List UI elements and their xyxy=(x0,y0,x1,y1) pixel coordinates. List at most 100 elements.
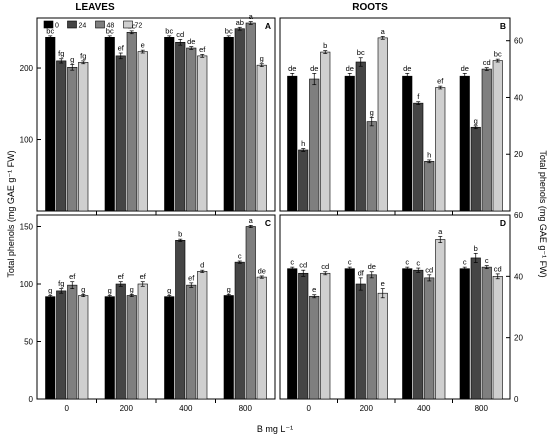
bar xyxy=(137,51,148,212)
bar xyxy=(377,37,388,212)
bar xyxy=(45,296,56,400)
significance-letter: cd xyxy=(299,261,307,270)
bar xyxy=(402,268,413,400)
bar xyxy=(377,292,388,400)
y-tick-label: 60 xyxy=(514,211,523,220)
legend-label: 72 xyxy=(135,23,143,30)
panel-label: B xyxy=(500,21,506,31)
legend-label: 0 xyxy=(55,23,59,30)
x-tick-label: 400 xyxy=(179,404,193,413)
significance-letter: bc xyxy=(46,26,54,35)
bar xyxy=(126,295,137,400)
bar xyxy=(320,272,331,400)
bar xyxy=(366,121,377,212)
x-tick-label: 800 xyxy=(239,404,253,413)
significance-letter: c xyxy=(238,252,242,261)
y-tick-label: 0 xyxy=(514,395,519,404)
significance-letter: g xyxy=(81,285,85,294)
bar xyxy=(481,266,492,400)
legend-label: 48 xyxy=(107,23,115,30)
significance-letter: bc xyxy=(106,26,114,35)
x-tick-label: 0 xyxy=(65,404,70,413)
significance-letter: fg xyxy=(58,49,64,58)
bar xyxy=(45,36,56,212)
bar xyxy=(492,60,503,212)
x-tick-label: 200 xyxy=(120,404,134,413)
bar xyxy=(481,68,492,212)
significance-letter: h xyxy=(427,150,431,159)
bar xyxy=(435,87,446,212)
significance-letter: b xyxy=(323,41,327,50)
legend-swatch xyxy=(43,20,54,29)
significance-letter: ab xyxy=(236,18,244,27)
significance-letter: cd xyxy=(321,262,329,271)
bar xyxy=(186,284,197,400)
legend-swatch xyxy=(95,20,105,29)
bar xyxy=(104,296,115,400)
bar xyxy=(78,295,89,400)
bar xyxy=(320,51,331,212)
y-axis-label-right: Total phenols (mg GAE g⁻¹ FW) xyxy=(538,150,548,277)
bar xyxy=(56,60,67,212)
significance-letter: c xyxy=(416,259,420,268)
y-tick-label: 20 xyxy=(514,334,523,343)
bar xyxy=(126,31,137,212)
significance-letter: b xyxy=(474,244,478,253)
legend-swatch xyxy=(123,20,133,29)
significance-letter: g xyxy=(167,286,171,295)
bar xyxy=(298,149,309,212)
significance-letter: bc xyxy=(165,26,173,35)
bar xyxy=(223,295,234,400)
y-tick-label: 100 xyxy=(20,136,34,145)
bar xyxy=(424,161,435,212)
bar xyxy=(115,55,126,212)
bar xyxy=(175,42,186,212)
significance-letter: e xyxy=(141,41,145,50)
significance-letter: cd xyxy=(176,30,184,39)
significance-letter: fg xyxy=(58,279,64,288)
bar xyxy=(67,67,78,212)
bar xyxy=(234,261,245,400)
significance-letter: g xyxy=(474,116,478,125)
significance-letter: c xyxy=(348,258,352,267)
bar xyxy=(164,36,175,212)
significance-letter: g xyxy=(108,286,112,295)
panel-a: 100200bcfggfgbcefbcebccddeefbcabagA xyxy=(20,12,276,215)
panels: 100200bcfggfgbcefbcebccddeefbcabagA20406… xyxy=(20,12,524,413)
panel-label: A xyxy=(265,21,271,31)
significance-letter: ef xyxy=(140,272,147,281)
bar xyxy=(186,47,197,212)
bar xyxy=(492,276,503,400)
significance-letter: de xyxy=(288,64,296,73)
bar xyxy=(245,22,256,212)
legend: 0 24 48 72 xyxy=(43,20,143,30)
significance-letter: de xyxy=(368,262,376,271)
panel-c: 0501001500gfgefg200gefgef400gbefd800gcad… xyxy=(20,214,276,413)
significance-letter: df xyxy=(358,268,365,277)
significance-letter: c xyxy=(405,258,409,267)
bar xyxy=(287,268,298,400)
y-tick-label: 150 xyxy=(20,223,34,232)
bar xyxy=(223,36,234,212)
significance-letter: a xyxy=(438,227,443,236)
significance-letter: de xyxy=(346,64,354,73)
bar xyxy=(298,272,309,400)
significance-letter: fg xyxy=(80,51,86,60)
significance-letter: de xyxy=(187,37,195,46)
panel-label: C xyxy=(265,218,271,228)
header-leaves: LEAVES xyxy=(75,2,115,13)
bar xyxy=(245,226,256,400)
y-tick-label: 50 xyxy=(24,338,33,347)
x-tick-label: 400 xyxy=(417,404,431,413)
bar xyxy=(256,276,267,400)
bar xyxy=(115,283,126,400)
significance-letter: c xyxy=(463,258,467,267)
significance-letter: ef xyxy=(188,273,195,282)
y-axis-label-left: Total phenols (mg GAE g⁻¹ FW) xyxy=(6,150,16,277)
significance-letter: h xyxy=(301,139,305,148)
significance-letter: ef xyxy=(118,44,125,53)
significance-letter: ef xyxy=(199,45,206,54)
bar xyxy=(435,239,446,400)
significance-letter: ef xyxy=(69,272,76,281)
